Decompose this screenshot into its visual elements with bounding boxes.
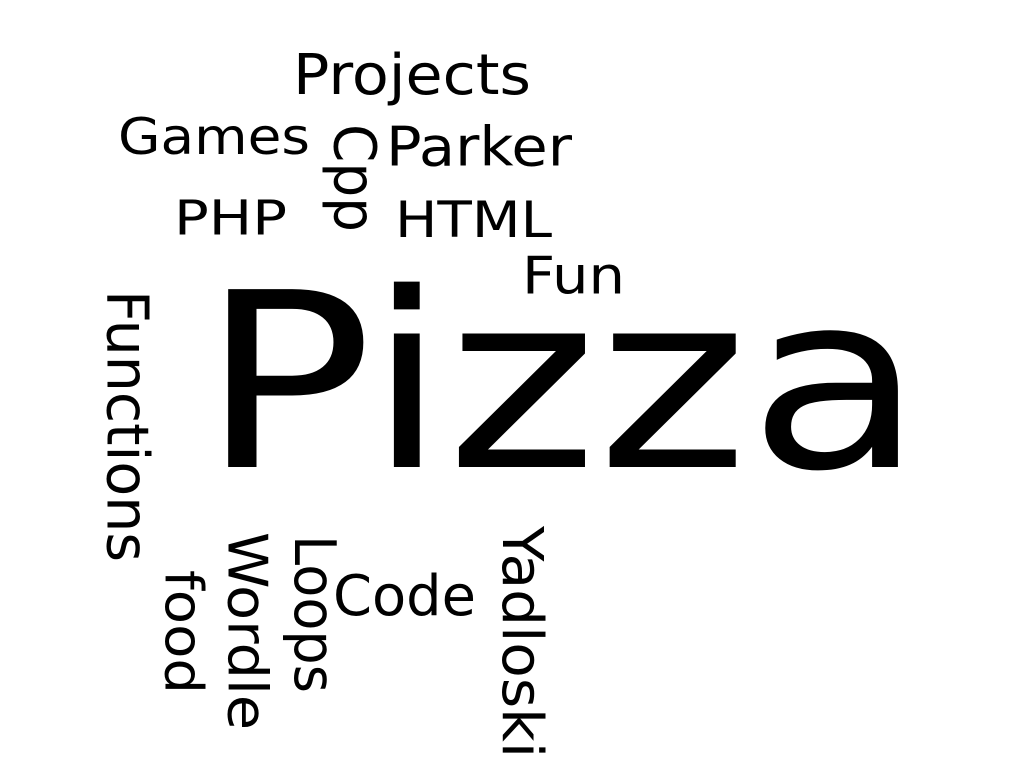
word-code: Code xyxy=(333,562,476,629)
word-php: PHP xyxy=(174,189,287,246)
word-html: HTML xyxy=(395,190,552,249)
word-food: food xyxy=(152,570,215,694)
word-cpp: Cpp xyxy=(320,124,389,232)
word-projects: Projects xyxy=(293,41,531,108)
word-games: Games xyxy=(118,107,310,166)
word-fun: Fun xyxy=(522,245,625,307)
word-functions: Functions xyxy=(93,290,162,562)
word-parker: Parker xyxy=(386,115,572,179)
word-yadloski: Yadloski xyxy=(489,526,556,758)
word-pizza: Pizza xyxy=(200,240,924,526)
word-wordle: Wordle xyxy=(215,532,279,730)
